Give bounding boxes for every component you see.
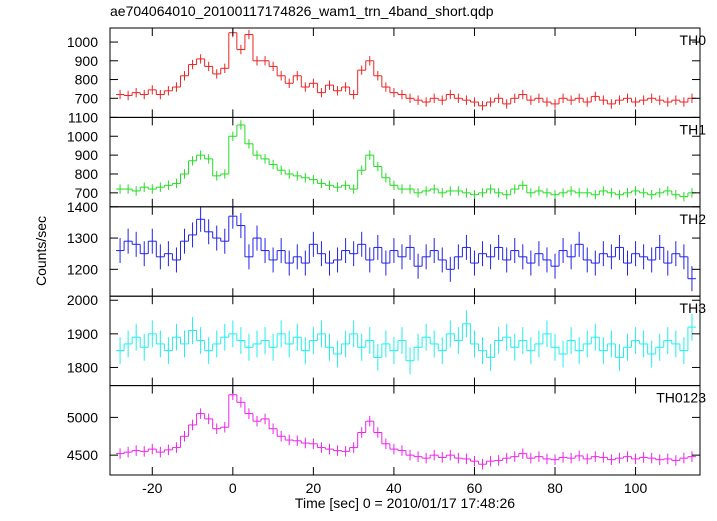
y-tick-label: 1400 (67, 199, 98, 215)
y-tick-label: 700 (75, 185, 99, 201)
x-tick-label: 60 (467, 480, 483, 496)
y-tick-label: 2000 (67, 292, 98, 308)
x-tick-label: 40 (386, 480, 402, 496)
series-label: TH1 (680, 121, 707, 137)
x-tick-label: 20 (306, 480, 322, 496)
y-tick-label: 1900 (67, 326, 98, 342)
series-label: TH0123 (656, 390, 706, 406)
y-tick-label: 900 (75, 147, 99, 163)
y-tick-label: 1100 (68, 109, 98, 125)
y-tick-label: 1300 (67, 230, 98, 246)
x-tick-label: 80 (547, 480, 563, 496)
chart-title: ae704064010_20100117174826_wam1_trn_4ban… (110, 3, 494, 19)
y-tick-label: 1200 (67, 261, 98, 277)
y-tick-label: 1800 (67, 359, 98, 375)
series-label: TH0 (680, 32, 707, 48)
y-tick-label: 5000 (67, 409, 98, 425)
y-tick-label: 900 (75, 53, 99, 69)
series-label: TH2 (680, 211, 707, 227)
x-tick-label: 0 (229, 480, 237, 496)
x-axis-label: Time [sec] 0 = 2010/01/17 17:48:26 (295, 495, 515, 511)
x-tick-label: 100 (624, 480, 648, 496)
y-axis-label: Counts/sec (33, 216, 49, 286)
y-tick-label: 4500 (67, 447, 98, 463)
y-tick-label: 800 (75, 166, 99, 182)
y-tick-label: 1000 (67, 34, 98, 50)
y-tick-label: 1000 (67, 128, 98, 144)
x-tick-label: -20 (142, 480, 162, 496)
y-tick-label: 700 (75, 90, 99, 106)
y-tick-label: 800 (75, 72, 99, 88)
series-label: TH3 (680, 300, 707, 316)
panel-frame (109, 385, 701, 476)
